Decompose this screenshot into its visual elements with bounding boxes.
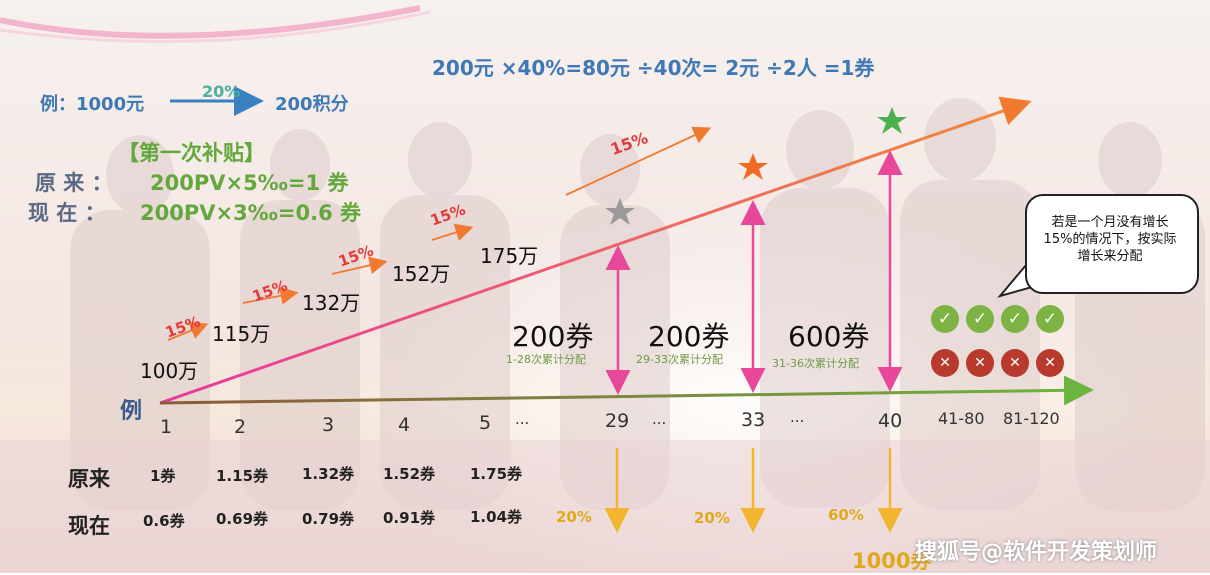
total-label: 1000券 bbox=[852, 549, 932, 573]
x-tick: 2 bbox=[234, 416, 247, 438]
value-label: 132万 bbox=[302, 291, 361, 315]
x-tick: ... bbox=[515, 410, 530, 428]
segment-amount: 200券 bbox=[512, 320, 594, 353]
x-tick: 41-80 bbox=[938, 409, 985, 428]
bubble-text: 若是一个月没有增长15%的情况下，按实际增长来分配 bbox=[1043, 215, 1177, 264]
table-cell: 1.52券 bbox=[383, 465, 436, 483]
watermark: 搜狐号@软件开发策划师 bbox=[915, 540, 1158, 565]
green-star-icon bbox=[877, 107, 907, 134]
value-label: 175万 bbox=[480, 244, 539, 268]
value-label: 152万 bbox=[392, 262, 451, 286]
percent-label: 60% bbox=[828, 506, 864, 524]
speech-bubble bbox=[1025, 194, 1199, 294]
segment-note: 29-33次累计分配 bbox=[636, 353, 723, 366]
segment-note: 1-28次累计分配 bbox=[506, 353, 586, 366]
current-label: 现 在 ： bbox=[28, 201, 106, 225]
x-axis-line bbox=[159, 375, 1094, 406]
x-tick: 4 bbox=[398, 414, 411, 436]
x-tick: 1 bbox=[160, 416, 173, 438]
example-result: 200积分 bbox=[275, 94, 349, 115]
x-tick: 5 bbox=[479, 412, 492, 434]
x-tick: 33 bbox=[741, 409, 766, 431]
cross-icon: ✕ bbox=[931, 349, 959, 377]
table-cell: 1券 bbox=[150, 467, 176, 485]
value-label: 115万 bbox=[212, 322, 271, 346]
segment-amount: 600券 bbox=[788, 320, 870, 353]
grey-star-icon bbox=[605, 198, 635, 225]
percent-label: 20% bbox=[556, 508, 592, 526]
orange-star-icon bbox=[738, 153, 768, 180]
table-cell: 1.15券 bbox=[216, 467, 269, 485]
cross-icon: ✕ bbox=[1036, 349, 1064, 377]
original-label: 原 来 ： bbox=[35, 171, 113, 195]
x-tick: ... bbox=[652, 410, 667, 428]
row-label-current: 现在 bbox=[68, 514, 110, 538]
x-tick: ... bbox=[790, 408, 805, 426]
row-label-original: 原来 bbox=[68, 467, 110, 491]
x-tick: 81-120 bbox=[1003, 409, 1060, 428]
cross-icon: ✕ bbox=[1001, 349, 1029, 377]
example-rate: 20% bbox=[202, 82, 241, 101]
cross-icon: ✕ bbox=[966, 349, 994, 377]
value-label: 100万 bbox=[140, 359, 199, 383]
original-formula: 200PV×5‰=1 券 bbox=[150, 171, 349, 195]
x-axis-label: 例 bbox=[120, 399, 143, 424]
x-tick: 29 bbox=[605, 410, 630, 432]
check-icon: ✓ bbox=[1036, 305, 1064, 333]
example-label: 例：1000元 bbox=[40, 94, 145, 115]
table-cell: 1.75券 bbox=[470, 465, 523, 483]
table-cell: 0.6券 bbox=[143, 512, 185, 530]
x-tick: 40 bbox=[878, 410, 903, 432]
check-icon: ✓ bbox=[966, 305, 994, 333]
percent-label: 20% bbox=[694, 509, 730, 527]
check-icon: ✓ bbox=[1001, 305, 1029, 333]
table-cell: 0.79券 bbox=[302, 510, 355, 528]
table-cell: 0.91券 bbox=[383, 509, 436, 527]
table-cell: 0.69券 bbox=[216, 510, 269, 528]
table-cell: 1.04券 bbox=[470, 508, 523, 526]
segment-note: 31-36次累计分配 bbox=[772, 357, 859, 370]
x-tick: 3 bbox=[322, 414, 335, 436]
check-icon: ✓ bbox=[931, 305, 959, 333]
current-formula: 200PV×3‰=0.6 券 bbox=[140, 201, 362, 225]
segment-amount: 200券 bbox=[648, 320, 730, 353]
top-formula: 200元 ×40%=80元 ÷40次= 2元 ÷2人 =1券 bbox=[432, 56, 875, 80]
table-cell: 1.32券 bbox=[302, 465, 355, 483]
subsidy-title: 【第一次补贴】 bbox=[118, 141, 265, 165]
